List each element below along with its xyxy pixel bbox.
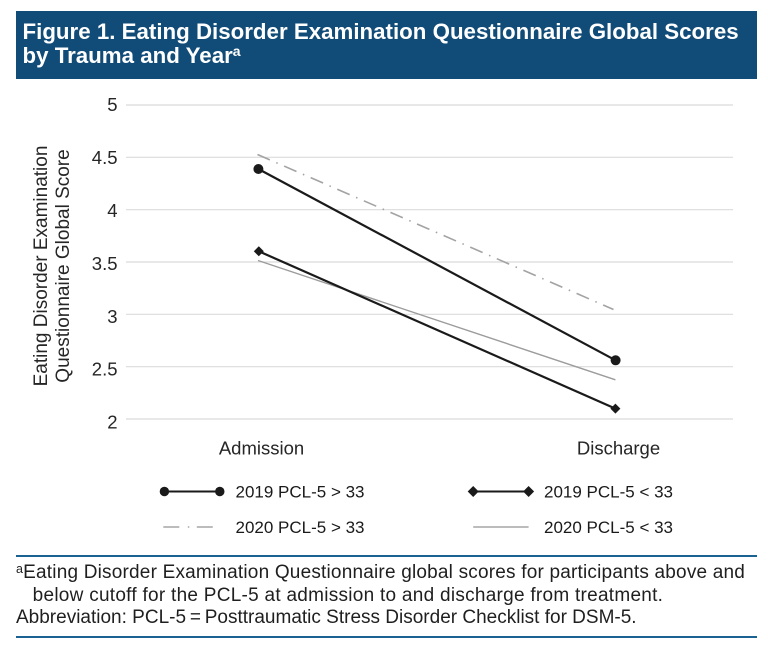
svg-text:2019 PCL-5 < 33: 2019 PCL-5 < 33 <box>544 483 673 502</box>
svg-text:Admission: Admission <box>219 438 304 459</box>
svg-text:2020 PCL-5 > 33: 2020 PCL-5 > 33 <box>236 518 365 537</box>
svg-text:2: 2 <box>107 412 117 433</box>
svg-text:2019 PCL-5 > 33: 2019 PCL-5 > 33 <box>236 483 365 502</box>
svg-text:4: 4 <box>107 200 117 221</box>
svg-text:3: 3 <box>107 306 117 327</box>
svg-text:Discharge: Discharge <box>577 438 660 459</box>
svg-text:5: 5 <box>107 94 117 115</box>
svg-text:4.5: 4.5 <box>92 147 118 168</box>
svg-text:Questionnaire Global Score: Questionnaire Global Score <box>53 149 74 382</box>
svg-text:2020 PCL-5 < 33: 2020 PCL-5 < 33 <box>544 518 673 537</box>
svg-text:Eating Disorder Examination: Eating Disorder Examination <box>31 146 52 387</box>
svg-text:2.5: 2.5 <box>92 359 118 380</box>
svg-text:3.5: 3.5 <box>92 253 118 274</box>
